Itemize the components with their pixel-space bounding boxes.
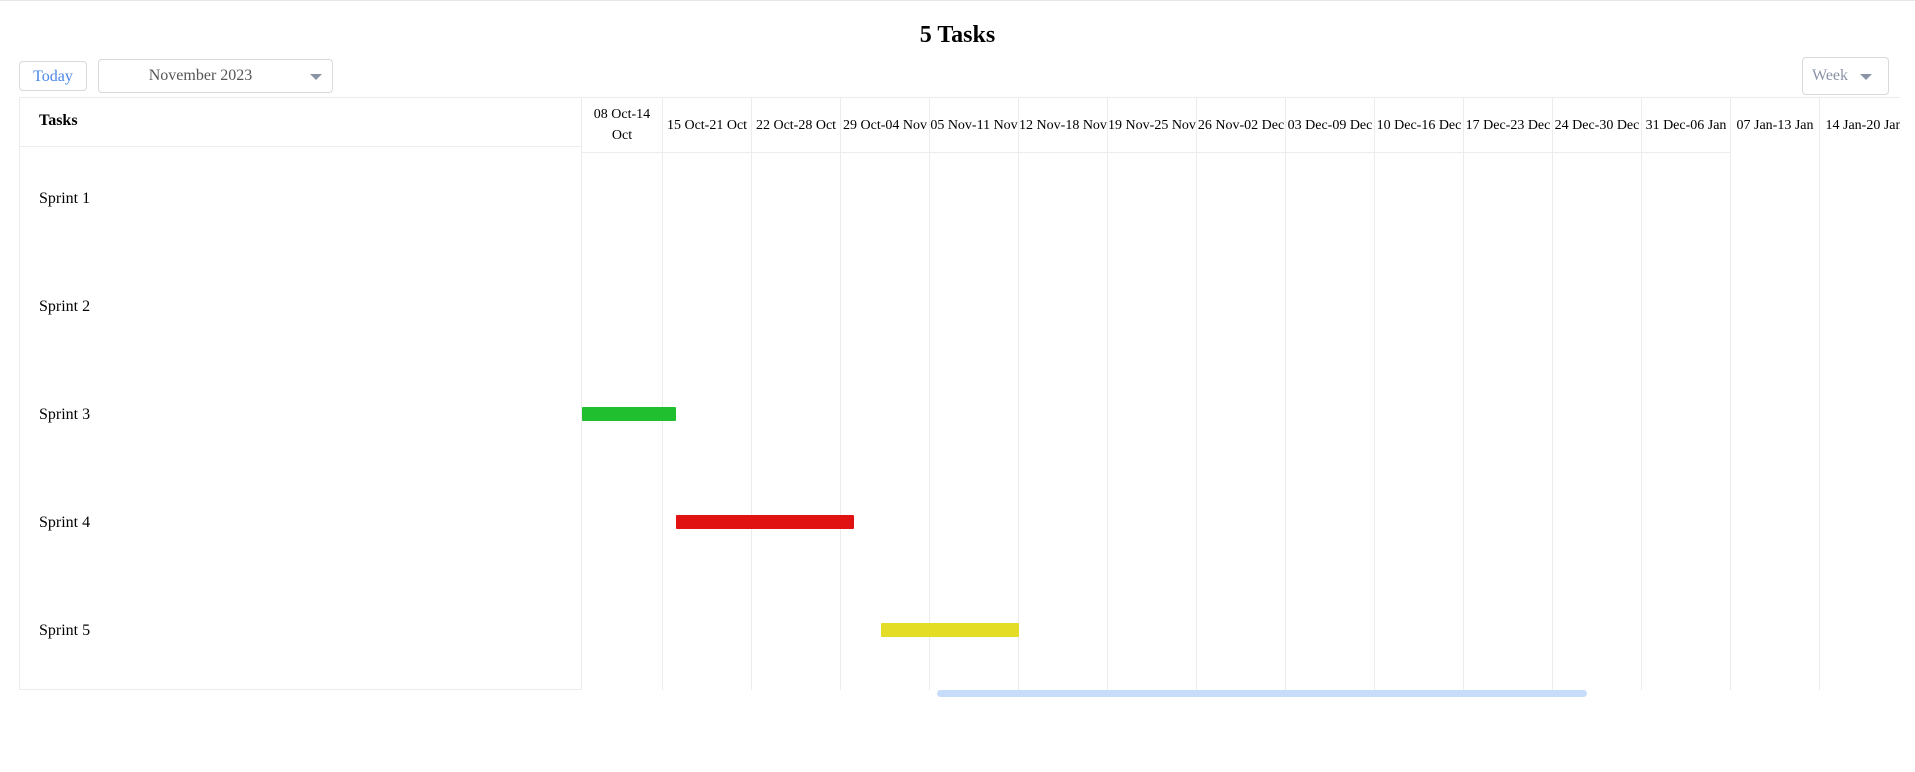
week-column: 08 Oct-14 Oct: [582, 98, 663, 690]
view-mode-value: Week: [1812, 67, 1849, 84]
task-bar[interactable]: [676, 515, 855, 529]
week-header: 03 Dec-09 Dec: [1286, 98, 1374, 153]
week-header: 22 Oct-28 Oct: [752, 98, 840, 153]
week-column: 17 Dec-23 Dec: [1464, 98, 1553, 690]
task-bar[interactable]: [881, 623, 1019, 637]
week-column: 24 Dec-30 Dec: [1553, 98, 1642, 690]
top-divider: [0, 0, 1915, 1]
month-select-value: November 2023: [148, 67, 253, 84]
week-column: 15 Oct-21 Oct: [663, 98, 752, 690]
week-header: 07 Jan-13 Jan: [1736, 118, 1814, 133]
task-label[interactable]: Sprint 3: [39, 406, 91, 423]
week-header: 14 Jan-20 Jan: [1825, 118, 1901, 133]
task-label[interactable]: Sprint 4: [39, 514, 91, 531]
page-title: 5 Tasks: [919, 22, 996, 48]
week-header: 15 Oct-21 Oct: [663, 98, 751, 153]
gantt-grid: Tasks Sprint 1 Sprint 2 Sprint 3 Sprint 4 Sp…: [19, 97, 1900, 691]
week-header: 08 Oct-14 Oct: [582, 98, 662, 153]
chevron-down-icon: [310, 74, 322, 80]
week-header: 26 Nov-02 Dec: [1197, 98, 1285, 153]
week-column: 10 Dec-16 Dec: [1375, 98, 1464, 690]
week-header: 05 Nov-11 Nov: [930, 98, 1018, 153]
week-header: 19 Nov-25 Nov: [1108, 98, 1196, 153]
week-column: 05 Nov-11 Nov: [930, 98, 1019, 690]
task-bar[interactable]: [582, 407, 677, 421]
today-button[interactable]: Today: [19, 61, 87, 91]
week-column: 26 Nov-02 Dec: [1197, 98, 1286, 690]
task-label[interactable]: Sprint 2: [39, 298, 91, 315]
week-header: 24 Dec-30 Dec: [1553, 98, 1641, 153]
week-column: 07 Jan-13 Jan: [1731, 98, 1820, 690]
task-label[interactable]: Sprint 5: [39, 622, 91, 639]
task-list-panel: Tasks Sprint 1 Sprint 2 Sprint 3 Sprint 4 Sp…: [19, 98, 582, 690]
week-header: 17 Dec-23 Dec: [1464, 98, 1552, 153]
week-column: 29 Oct-04 Nov: [841, 98, 930, 690]
week-column: 19 Nov-25 Nov: [1108, 98, 1197, 690]
task-list-header-label: Tasks: [39, 112, 78, 129]
view-mode-select[interactable]: Week: [1802, 57, 1889, 95]
chevron-down-icon: [1860, 74, 1872, 80]
month-select[interactable]: November 2023: [98, 59, 333, 93]
week-column: 22 Oct-28 Oct: [752, 98, 841, 690]
horizontal-scrollbar[interactable]: [937, 690, 1587, 697]
task-label[interactable]: Sprint 1: [39, 190, 91, 207]
task-list-header: Tasks: [20, 98, 582, 147]
week-column: 12 Nov-18 Nov: [1019, 98, 1108, 690]
week-header: 10 Dec-16 Dec: [1375, 98, 1463, 153]
week-header: 12 Nov-18 Nov: [1019, 98, 1107, 153]
week-column: 14 Jan-20 Jan: [1820, 98, 1901, 690]
timeline-area[interactable]: 08 Oct-14 Oct 15 Oct-21 Oct 22 Oct-28 Oct 2…: [582, 98, 1900, 690]
week-column: 03 Dec-09 Dec: [1286, 98, 1375, 690]
week-column: 31 Dec-06 Jan: [1642, 98, 1731, 690]
week-header: 29 Oct-04 Nov: [841, 98, 929, 153]
week-header: 31 Dec-06 Jan: [1642, 98, 1730, 153]
